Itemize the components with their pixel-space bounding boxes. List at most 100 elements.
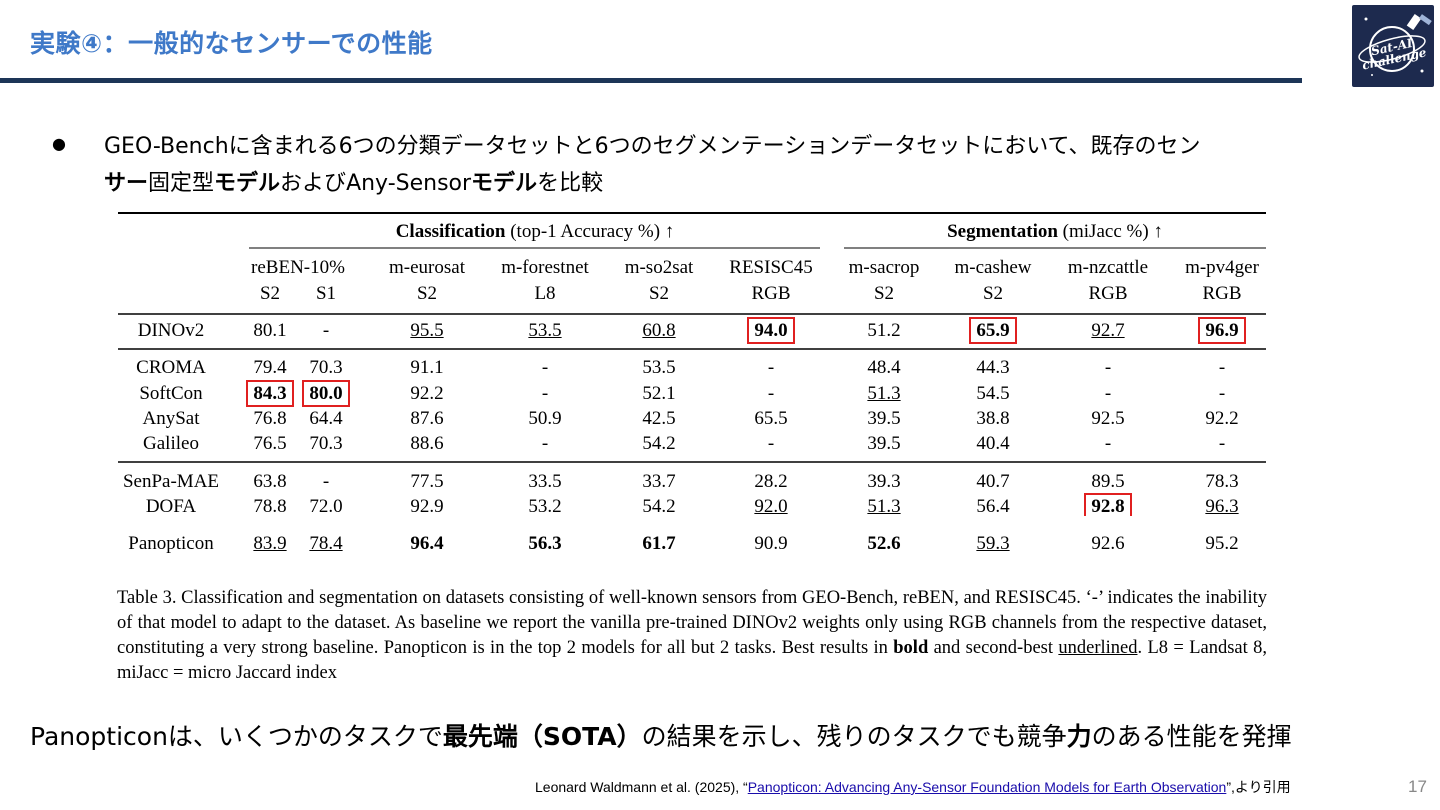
model-name: AnySat [142, 408, 200, 429]
summary-text: Panopticonは、いくつかのタスクで最先端（SOTA）の結果を示し、残りの… [30, 717, 1292, 753]
model-name: CROMA [136, 357, 206, 378]
table-cell: 59.3 [976, 533, 1010, 554]
sensor-header: S2 [873, 283, 895, 304]
bullet-fragment: Any-Sensor [346, 171, 472, 196]
dataset-header: RESISC45 [729, 257, 813, 278]
table-cell: 56.3 [528, 533, 562, 554]
table-rules [118, 212, 1266, 516]
best-result-box [969, 317, 1017, 344]
table-cell: 78.3 [1205, 471, 1239, 492]
sensor-header: S2 [648, 283, 670, 304]
table-cell: 88.6 [410, 433, 444, 454]
table-cell: 83.9 [253, 533, 287, 554]
table-cell: 53.5 [642, 357, 676, 378]
table-cell: 51.2 [867, 320, 901, 341]
dataset-header: m-forestnet [501, 257, 589, 278]
table-cell: 54.2 [642, 433, 676, 454]
model-name: DINOv2 [137, 320, 205, 341]
sensor-header: RGB [1088, 283, 1128, 304]
table-cell: - [767, 383, 775, 404]
dataset-header: m-cashew [954, 257, 1032, 278]
bullet-fragment: を比較 [537, 171, 604, 196]
table-cell: 28.2 [754, 471, 788, 492]
classification-header: Classification (top-1 Accuracy %) ↑ [395, 221, 675, 242]
model-name: SoftCon [139, 383, 203, 404]
summary-fragment: のある性能を発揮 [1091, 722, 1292, 751]
group-header-keyword: Segmentation [947, 221, 1058, 242]
table-cell: 90.9 [754, 533, 788, 554]
table-cell: 64.4 [309, 408, 343, 429]
table-cell: 72.0 [309, 496, 343, 517]
table-cell: 80.1 [253, 320, 287, 341]
title-divider [0, 78, 1302, 83]
table-cell: 70.3 [309, 433, 343, 454]
table-cell: - [541, 383, 549, 404]
summary-fragment: Panopticonは、いくつかのタスクで [30, 722, 443, 751]
sensor-header: S2 [416, 283, 438, 304]
table-cell: 80.0 [309, 383, 343, 404]
table-cell: - [322, 320, 330, 341]
table-cell: 52.1 [642, 383, 676, 404]
table-cell: 50.9 [528, 408, 562, 429]
table-cell: 92.7 [1091, 320, 1125, 341]
table-cell: 51.3 [867, 383, 901, 404]
caption-text: Table 3. Classification and segmentation… [117, 588, 1267, 658]
table-cell: 87.6 [410, 408, 444, 429]
segmentation-header: Segmentation (miJacc %) ↑ [947, 221, 1163, 242]
table-cell: 92.9 [410, 496, 444, 517]
table-cell: 78.8 [253, 496, 287, 517]
table-cell: 78.4 [309, 533, 343, 554]
table-cell: 92.6 [1091, 533, 1125, 554]
dataset-header: m-so2sat [624, 257, 694, 278]
table-cell: 92.5 [1091, 408, 1125, 429]
summary-fragment: の結果を示し、残りのタスクでも競争 [641, 722, 1067, 751]
sensor-header: L8 [534, 283, 556, 304]
table-cell: 54.2 [642, 496, 676, 517]
dataset-header: reBEN-10% [251, 257, 345, 278]
model-name: Galileo [143, 433, 199, 454]
best-result-box [1084, 493, 1132, 516]
best-result-box [747, 317, 795, 344]
table-cell: 51.3 [867, 496, 901, 517]
dataset-header: m-pv4ger [1185, 257, 1259, 278]
table-cell: - [541, 433, 549, 454]
sensor-header: RGB [751, 283, 791, 304]
table-cell: 54.5 [976, 383, 1010, 404]
table-cell: - [1104, 433, 1112, 454]
best-result-box [1198, 317, 1246, 344]
table-cell: 77.5 [410, 471, 444, 492]
table-caption: Table 3. Classification and segmentation… [117, 586, 1267, 686]
table-cell: 92.0 [754, 496, 788, 517]
table-cell: 95.5 [410, 320, 444, 341]
table-cell: 84.3 [253, 383, 287, 404]
table-cell: 94.0 [754, 320, 788, 341]
table-cell: 53.5 [528, 320, 562, 341]
bullet-fragment: モデル [471, 171, 538, 196]
summary-emphasis: 最先端（SOTA） [442, 722, 642, 751]
dataset-header: m-eurosat [389, 257, 465, 278]
paper-link[interactable]: Panopticon: Advancing Any-Sensor Foundat… [747, 779, 1227, 795]
table-cell: 79.4 [253, 357, 287, 378]
table-cell: 92.2 [1205, 408, 1239, 429]
table-cell: 33.7 [642, 471, 676, 492]
table-cell: 44.3 [976, 357, 1010, 378]
table-cell: 61.7 [642, 533, 676, 554]
table-cell: 38.8 [976, 408, 1010, 429]
bullet-icon: ● [52, 134, 66, 153]
table-cell: 96.4 [410, 533, 444, 554]
sensor-header: S2 [259, 283, 281, 304]
table-cell: 89.5 [1091, 471, 1125, 492]
citation-suffix: ”,より引用 [1226, 779, 1291, 795]
table-cell: 39.5 [867, 433, 901, 454]
table-cell: 96.3 [1205, 496, 1239, 517]
citation-prefix: Leonard Waldmann et al. (2025), “ [535, 779, 748, 795]
table-cell: 39.5 [867, 408, 901, 429]
table-cell: 65.9 [976, 320, 1010, 341]
bullet-fragment: モデル [214, 171, 281, 196]
table-cell: 91.1 [410, 357, 444, 378]
results-table: Classification (top-1 Accuracy %) ↑ Segme… [114, 210, 1270, 554]
table-cell: - [767, 357, 775, 378]
table-cell: 65.5 [754, 408, 788, 429]
table-cell: 39.3 [867, 471, 901, 492]
table-cell: 40.4 [976, 433, 1010, 454]
